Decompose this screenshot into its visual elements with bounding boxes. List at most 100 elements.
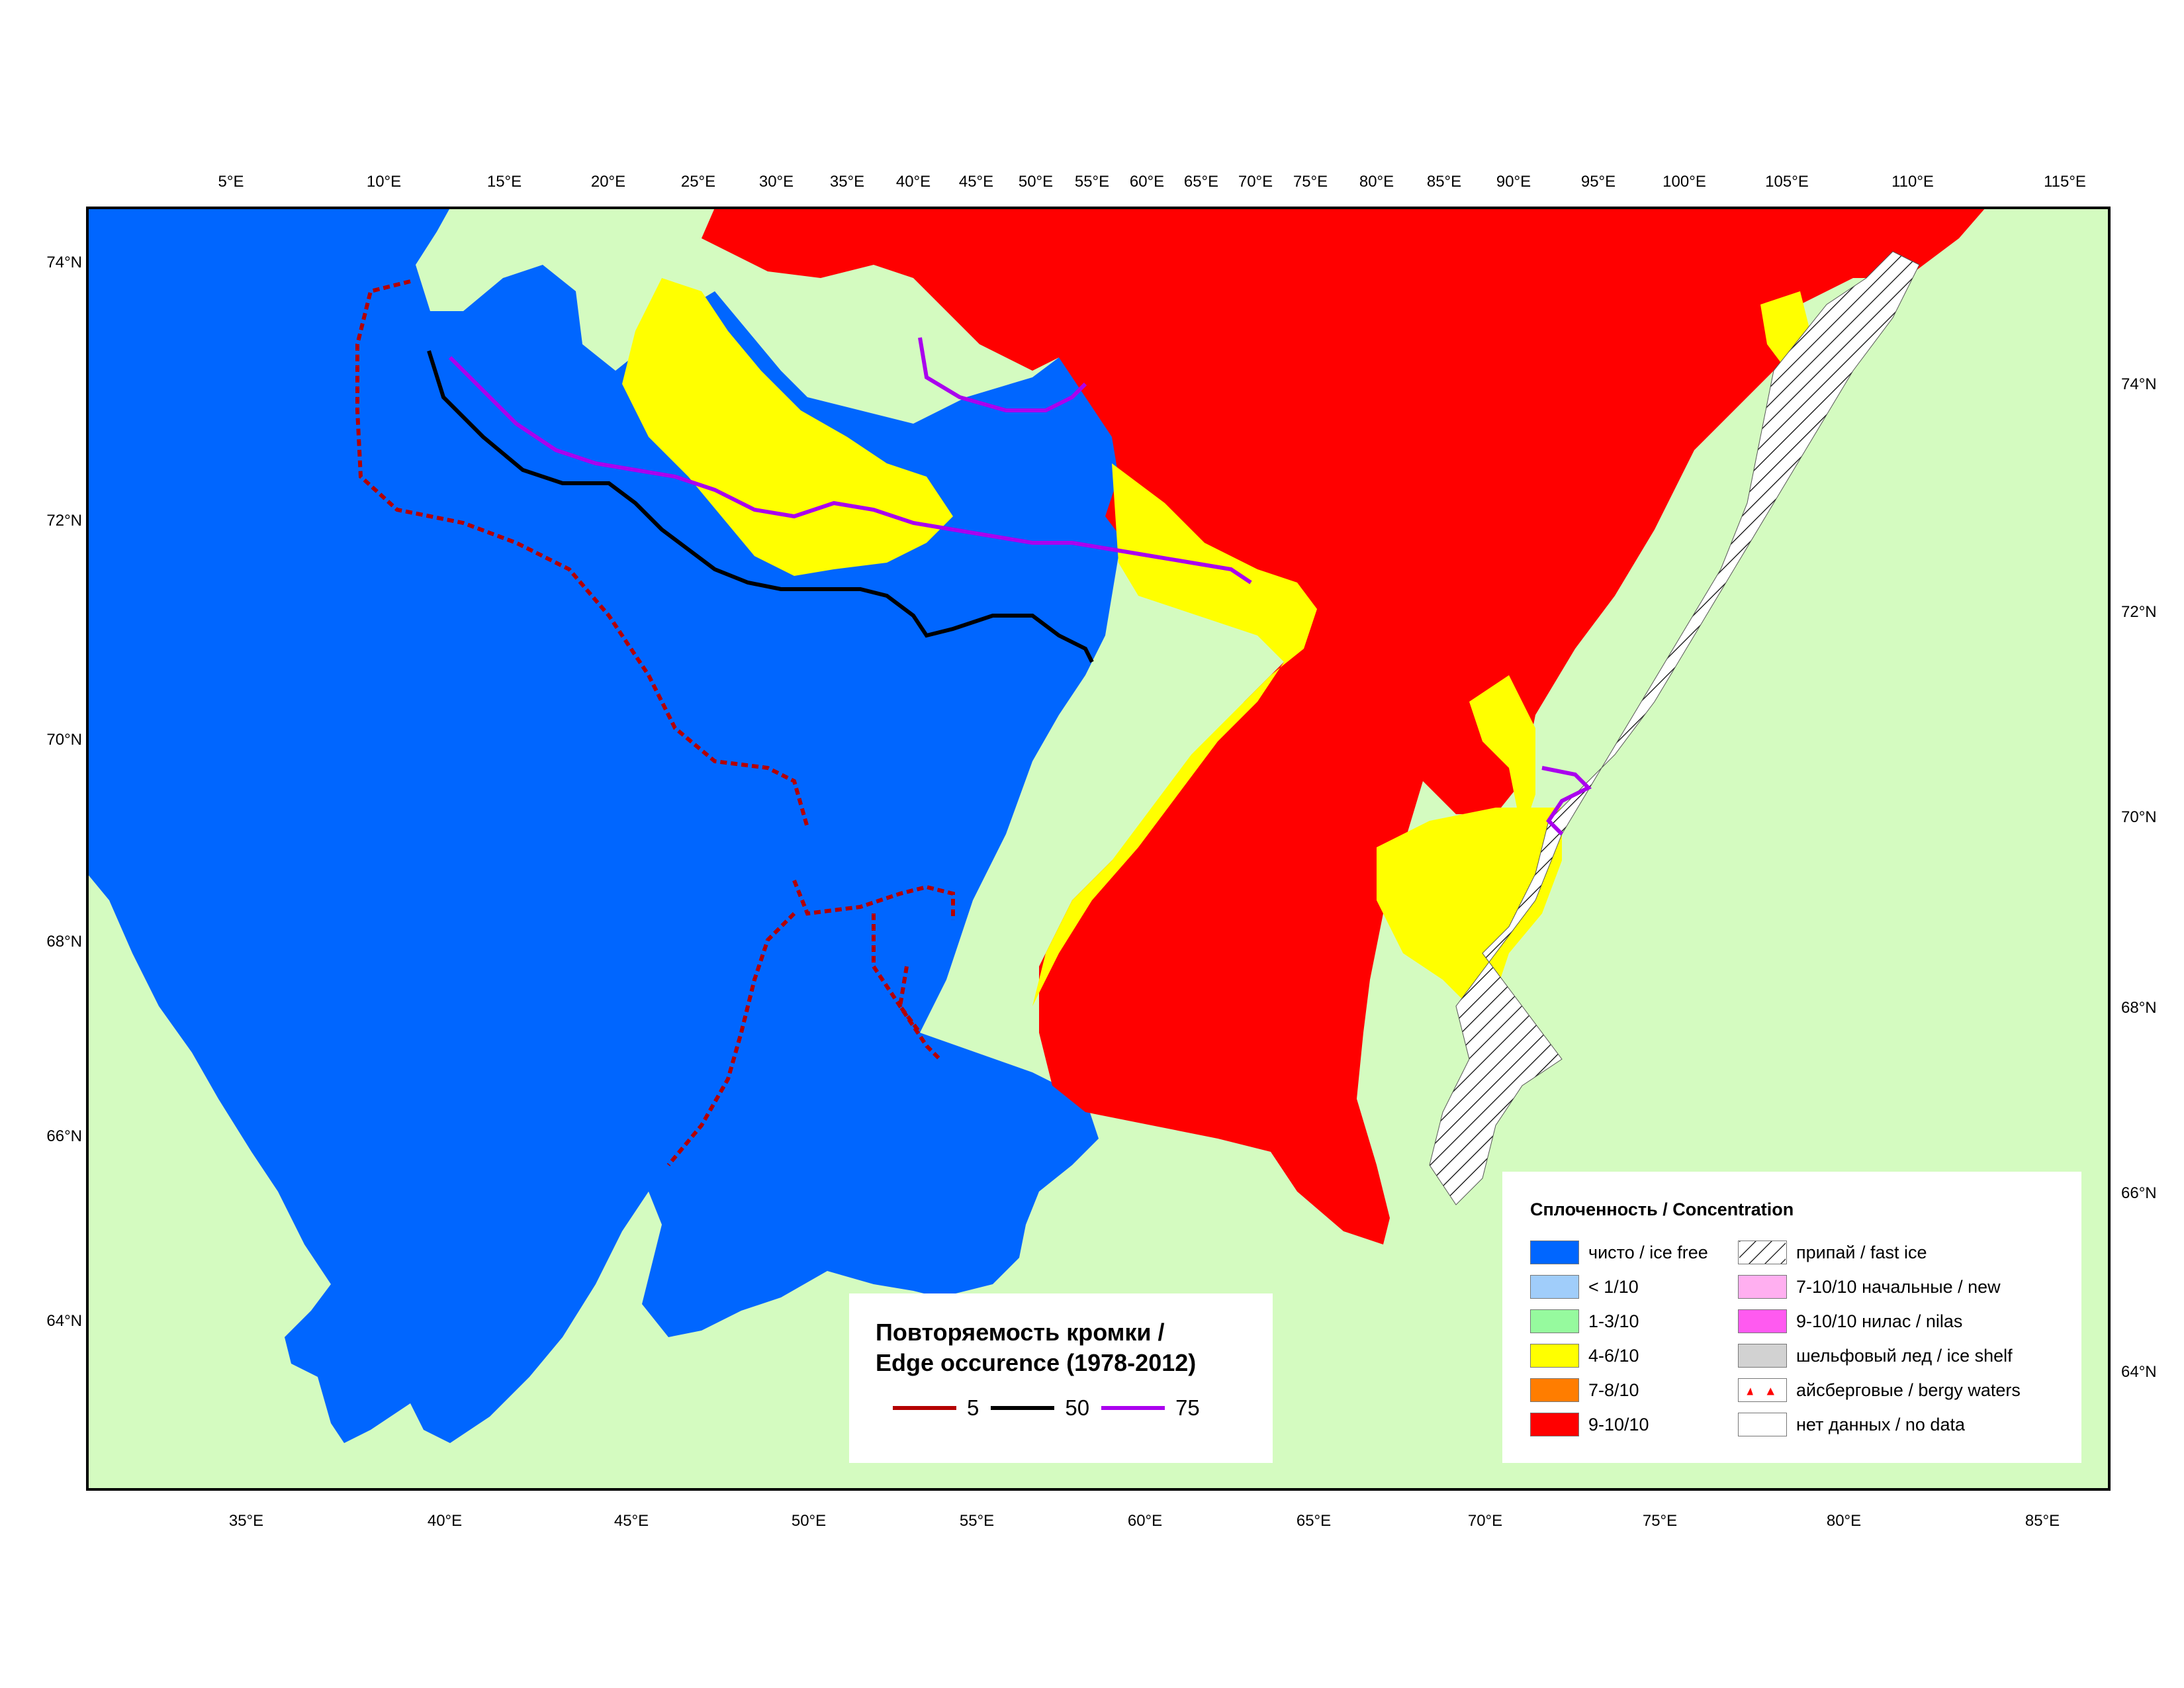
edge-legend-item: 75	[1101, 1395, 1200, 1421]
longitude-tick-label: 60°E	[1128, 1512, 1162, 1530]
right-latitude-labels: 74°N 72°N 70°N 68°N 66°N 64°N	[2121, 375, 2157, 1381]
longitude-tick-label: 80°E	[1827, 1512, 1861, 1530]
longitude-tick-label: 50°E	[792, 1512, 826, 1530]
longitude-tick-label: 45°E	[614, 1512, 649, 1530]
concentration-label: шельфовый лед / ice shelf	[1796, 1345, 2013, 1366]
concentration-legend-item: шельфовый лед / ice shelf	[1738, 1338, 2021, 1373]
latitude-tick-label: 72°N	[46, 512, 82, 530]
concentration-legend-item: 7-10/10 начальные / new	[1738, 1270, 2021, 1304]
longitude-tick-label: 15°E	[487, 173, 522, 191]
longitude-tick-label: 115°E	[2044, 173, 2086, 191]
edge-legend-label: 5	[967, 1395, 979, 1420]
bergy-waters-swatch	[1738, 1378, 1787, 1402]
longitude-tick-label: 30°E	[759, 173, 794, 191]
edge-legend-label: 50	[1065, 1395, 1090, 1420]
map-frame	[86, 207, 2111, 1491]
longitude-tick-label: 45°E	[959, 173, 993, 191]
longitude-tick-label: 105°E	[1765, 173, 1809, 191]
concentration-legend-item: 9-10/10	[1530, 1407, 1708, 1442]
concentration-legend-item: припай / fast ice	[1738, 1235, 2021, 1270]
longitude-tick-label: 55°E	[960, 1512, 994, 1530]
concentration-legend-item: айсберговые / bergy waters	[1738, 1373, 2021, 1407]
latitude-tick-label: 64°N	[46, 1312, 82, 1330]
concentration-legend-left-column: чисто / ice free < 1/10 1-3/10 4-6/10 7-…	[1530, 1235, 1708, 1442]
color-swatch	[1530, 1241, 1579, 1264]
color-swatch	[1738, 1413, 1787, 1436]
edge-line-50	[427, 350, 1094, 663]
latitude-tick-label: 74°N	[46, 254, 82, 271]
color-swatch	[1738, 1309, 1787, 1333]
concentration-legend-title: Сплоченность / Concentration	[1530, 1199, 1794, 1219]
color-swatch	[1530, 1275, 1579, 1299]
color-swatch	[1530, 1344, 1579, 1368]
longitude-tick-label: 85°E	[1427, 173, 1461, 191]
edge-line-swatch	[1101, 1406, 1165, 1410]
concentration-legend-item: чисто / ice free	[1530, 1235, 1708, 1270]
longitude-tick-label: 90°E	[1496, 173, 1531, 191]
longitude-tick-label: 20°E	[591, 173, 625, 191]
longitude-tick-label: 25°E	[681, 173, 715, 191]
left-latitude-labels: 74°N 72°N 70°N 68°N 66°N 64°N	[46, 254, 82, 1330]
edge-line-75	[448, 337, 1592, 836]
fast-ice-hatch-swatch	[1738, 1241, 1787, 1264]
longitude-tick-label: 85°E	[2025, 1512, 2060, 1530]
latitude-tick-label: 74°N	[2121, 375, 2157, 393]
longitude-tick-label: 60°E	[1130, 173, 1164, 191]
longitude-tick-label: 70°E	[1238, 173, 1273, 191]
ice-4-6-region	[622, 278, 1813, 1006]
longitude-tick-label: 75°E	[1293, 173, 1328, 191]
longitude-tick-label: 65°E	[1184, 173, 1218, 191]
longitude-tick-label: 10°E	[367, 173, 401, 191]
concentration-legend-item: нет данных / no data	[1738, 1407, 2021, 1442]
concentration-label: припай / fast ice	[1796, 1242, 1927, 1262]
longitude-tick-label: 35°E	[830, 173, 864, 191]
concentration-legend-item: 1-3/10	[1530, 1304, 1708, 1338]
longitude-tick-label: 40°E	[896, 173, 931, 191]
edge-occurrence-legend: Повторяемость кромки / Edge occurence (1…	[849, 1293, 1273, 1463]
latitude-tick-label: 72°N	[2121, 603, 2157, 621]
concentration-label: 4-6/10	[1588, 1345, 1639, 1366]
longitude-tick-label: 100°E	[1662, 173, 1706, 191]
longitude-tick-label: 55°E	[1075, 173, 1109, 191]
color-swatch	[1530, 1378, 1579, 1402]
edge-line-swatch	[991, 1406, 1055, 1410]
latitude-tick-label: 66°N	[2121, 1184, 2157, 1202]
concentration-label: < 1/10	[1588, 1276, 1639, 1297]
edge-legend-title-line1: Повторяемость кромки /	[876, 1319, 1165, 1346]
concentration-label: чисто / ice free	[1588, 1242, 1708, 1262]
latitude-tick-label: 64°N	[2121, 1363, 2157, 1381]
concentration-legend-item: 9-10/10 нилас / nilas	[1738, 1304, 2021, 1338]
longitude-tick-label: 70°E	[1468, 1512, 1502, 1530]
edge-legend-item: 5	[893, 1395, 979, 1421]
color-swatch	[1738, 1344, 1787, 1368]
latitude-tick-label: 70°N	[46, 731, 82, 749]
longitude-tick-label: 65°E	[1297, 1512, 1331, 1530]
concentration-label: 7-8/10	[1588, 1380, 1639, 1400]
latitude-tick-label: 66°N	[46, 1127, 82, 1145]
concentration-legend-item: 7-8/10	[1530, 1373, 1708, 1407]
color-swatch	[1530, 1413, 1579, 1436]
ice-9-10-region	[702, 208, 1985, 1244]
concentration-legend: Сплоченность / Concentration чисто / ice…	[1502, 1172, 2081, 1463]
edge-legend-title: Повторяемость кромки / Edge occurence (1…	[876, 1317, 1196, 1378]
concentration-label: айсберговые / bergy waters	[1796, 1380, 2021, 1400]
longitude-tick-label: 80°E	[1359, 173, 1394, 191]
concentration-label: 9-10/10	[1588, 1414, 1649, 1434]
edge-legend-label: 75	[1175, 1395, 1200, 1420]
longitude-tick-label: 5°E	[218, 173, 244, 191]
edge-legend-items: 5 50 75	[893, 1395, 1212, 1421]
concentration-label: 9-10/10 нилас / nilas	[1796, 1311, 1963, 1331]
edge-line-swatch	[893, 1406, 956, 1410]
latitude-tick-label: 70°N	[2121, 808, 2157, 826]
edge-legend-title-line2: Edge occurence (1978-2012)	[876, 1349, 1197, 1376]
color-swatch	[1738, 1275, 1787, 1299]
concentration-legend-item: < 1/10	[1530, 1270, 1708, 1304]
longitude-tick-label: 50°E	[1019, 173, 1053, 191]
latitude-tick-label: 68°N	[2121, 999, 2157, 1017]
latitude-tick-label: 68°N	[46, 933, 82, 951]
concentration-label: 1-3/10	[1588, 1311, 1639, 1331]
top-longitude-labels: 5°E 10°E 15°E 20°E 25°E 30°E 35°E 40°E 45°E 50°E 5…	[218, 173, 2086, 191]
bottom-longitude-labels: 35°E 40°E 45°E 50°E 55°E 60°E 65°E 70°E 75°E 80°E…	[229, 1512, 2060, 1530]
longitude-tick-label: 35°E	[229, 1512, 263, 1530]
